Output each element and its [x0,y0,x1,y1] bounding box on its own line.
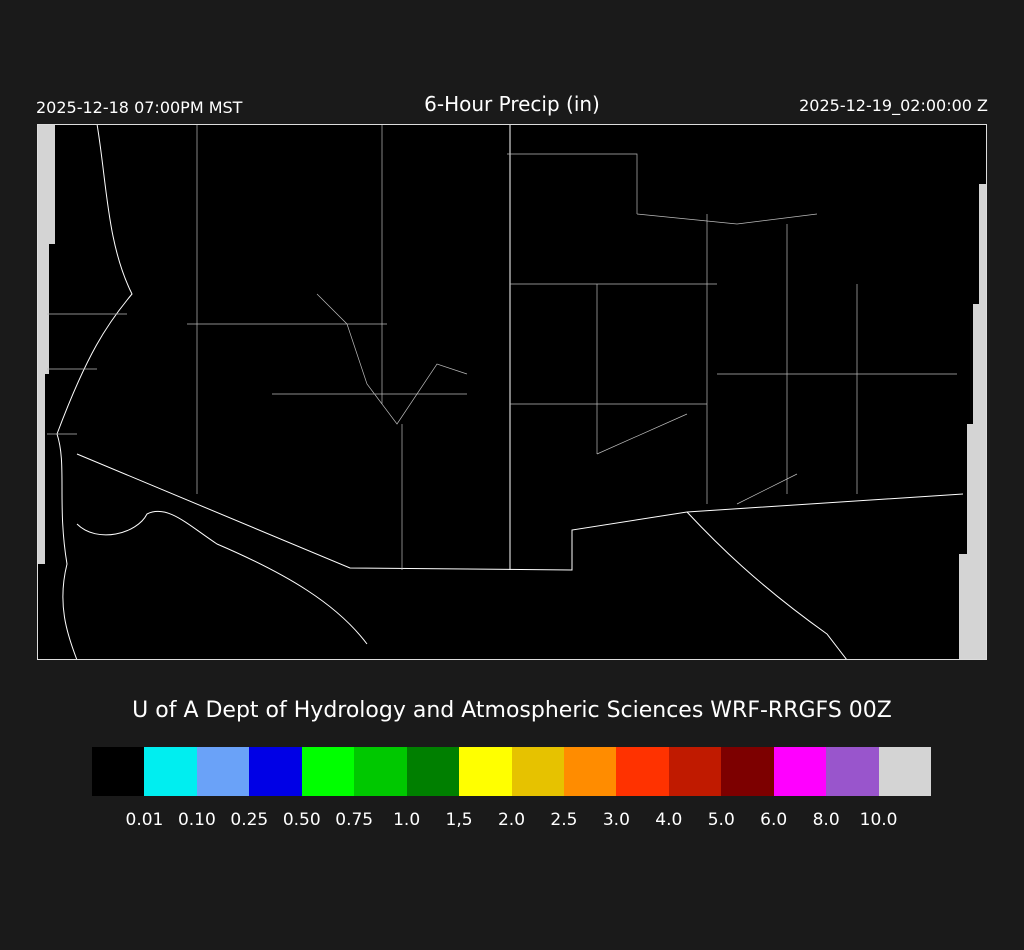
colorbar-swatch [721,747,774,796]
colorbar-swatch [563,747,617,796]
colorbar-swatch [826,747,879,796]
colorbar-swatch [301,747,355,796]
colorbar-swatch [249,747,302,796]
colorbar-label: 0.01 [125,810,164,830]
map-background [37,124,987,660]
county-boundaries [47,124,957,570]
map-title: 6-Hour Precip (in) [424,92,600,116]
colorbar-label: 10.0 [859,810,898,830]
colorbar-swatch [354,747,407,796]
no-data-right [959,124,987,660]
state-boundaries [56,124,964,660]
gulf-coast [76,510,368,645]
credit-line: U of A Dept of Hydrology and Atmospheric… [132,698,892,723]
colorbar-label: 0.75 [335,810,374,830]
map-frame [37,124,987,660]
colorbar-swatch [196,747,250,796]
colorbar-swatch [92,747,145,796]
colorbar-label: 3.0 [602,810,630,830]
colorbar-label: 0.10 [177,810,216,830]
colorbar-swatch [616,747,669,796]
colorbar-swatch [459,747,512,796]
local-time: 2025-12-18 07:00PM MST [36,98,243,117]
colorbar-swatch [878,747,931,796]
mexico-border [76,453,964,571]
precip-colorbar [92,747,931,796]
colorbar-label: 2.0 [497,810,526,830]
colorbar-labels: 0.01 0.10 0.25 0.50 0.75 1.0 1,5 2.0 2.5 3.0 4.0 5.… [92,810,931,840]
colorbar-swatch [773,747,827,796]
colorbar-swatch [511,747,564,796]
colorbar-label: 1.0 [393,810,421,830]
colorbar-swatch [668,747,722,796]
colorbar-swatch [144,747,197,796]
colorbar-label: 1,5 [445,810,473,830]
colorbar-label: 4.0 [655,810,683,830]
colorbar-label: 5.0 [707,810,735,830]
colorbar-label: 8.0 [812,810,840,830]
colorbar-swatch [406,747,460,796]
precip-map [37,124,987,660]
no-data-left [37,124,55,564]
valid-time: 2025-12-19_02:00:00 Z [799,96,988,115]
coastline [686,511,848,660]
colorbar-label: 0.25 [230,810,269,830]
colorbar-label: 2.5 [550,810,578,830]
colorado-river [56,124,133,660]
colorbar-label: 0.50 [282,810,321,830]
colorbar-label: 6.0 [760,810,788,830]
